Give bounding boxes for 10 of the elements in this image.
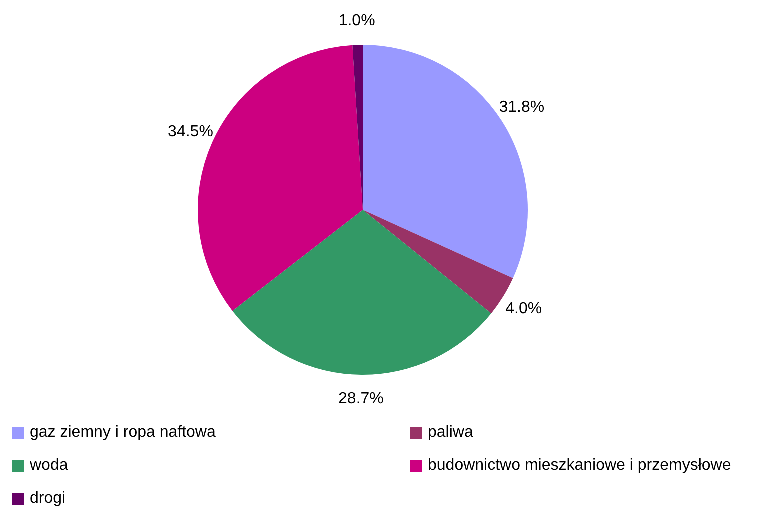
legend-label: budownictwo mieszkaniowe i przemysłowe: [428, 456, 732, 474]
legend-label: woda: [30, 456, 68, 474]
data-label: 31.8%: [499, 99, 545, 116]
legend-label: paliwa: [428, 424, 474, 442]
data-label: 1.0%: [338, 12, 376, 30]
data-label: 4.0%: [506, 300, 542, 318]
legend-label: drogi: [30, 490, 66, 508]
data-label: 34.5%: [168, 124, 214, 141]
data-label: 28.7%: [338, 390, 384, 408]
legend-label: gaz ziemny i ropa naftowa: [30, 424, 216, 442]
